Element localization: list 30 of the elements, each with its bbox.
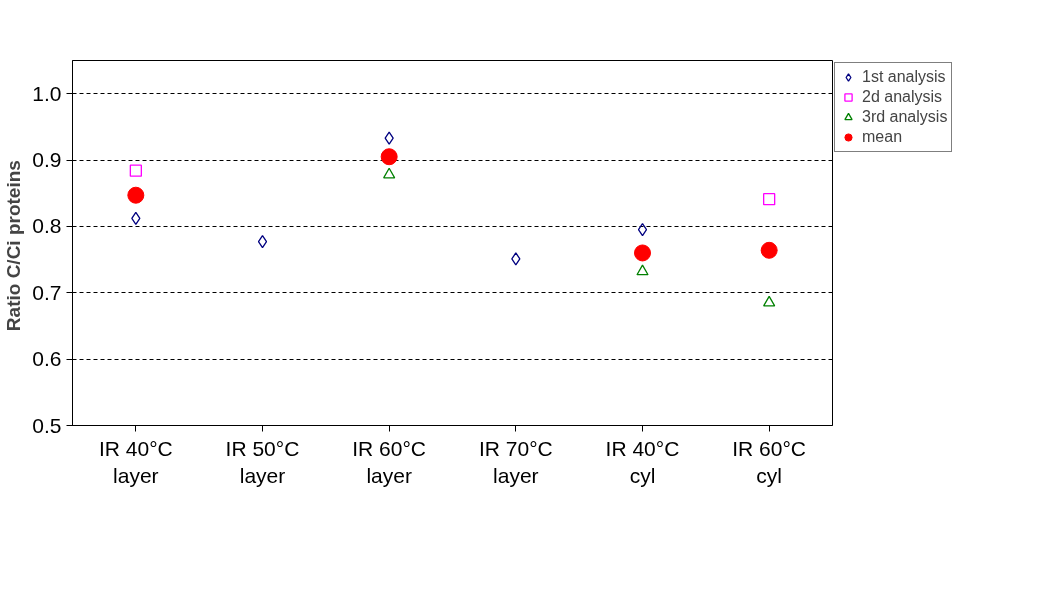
point	[257, 235, 268, 249]
y-tick-label: 0.5	[32, 413, 62, 437]
legend-label: 3rd analysis	[862, 108, 948, 126]
y-tick-label: 0.9	[32, 148, 62, 172]
x-tick-label: IR 70°C layer	[478, 436, 553, 488]
legend-label: 2d analysis	[862, 88, 943, 106]
point	[129, 164, 142, 177]
point	[634, 244, 651, 262]
x-tick-label: IR 50°C layer	[225, 436, 300, 488]
y-tick-label: 0.6	[32, 347, 62, 371]
y-tick-label: 0.8	[32, 214, 62, 238]
point	[636, 264, 649, 276]
point	[511, 252, 521, 266]
point	[763, 193, 776, 206]
legend-label: 1st analysis	[862, 68, 946, 86]
y-tick-label: 0.7	[32, 280, 62, 304]
x-tick-label: IR 40°C layer	[98, 436, 173, 488]
x-tick-label: IR 40°C cyl	[605, 436, 680, 488]
point	[127, 186, 145, 204]
y-tick-label: 1.0	[32, 81, 62, 105]
point	[380, 148, 398, 166]
y-axis-title: Ratio C/Ci proteins	[3, 160, 25, 332]
point	[383, 167, 396, 179]
x-tick-label: IR 60°C cyl	[732, 436, 807, 488]
point	[384, 131, 394, 145]
x-tick-label: IR 60°C layer	[352, 436, 427, 488]
point	[763, 295, 776, 307]
point	[760, 241, 778, 259]
point	[637, 223, 648, 237]
legend-label: mean	[862, 128, 903, 146]
